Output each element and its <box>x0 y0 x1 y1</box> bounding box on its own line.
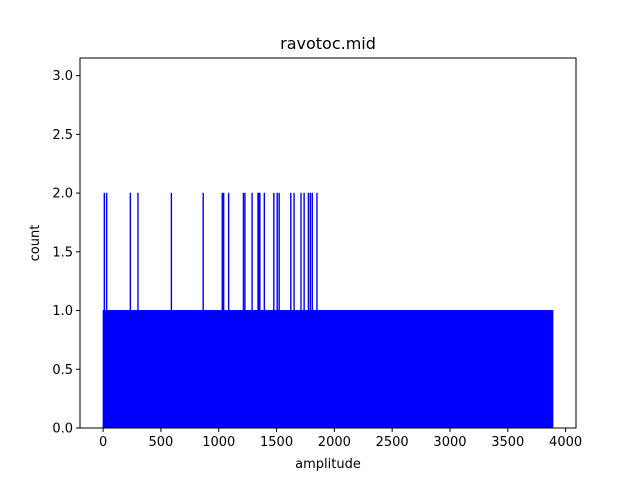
plot-frame <box>79 57 577 429</box>
histogram-bar <box>300 192 302 429</box>
y-tick-label: 1.0 <box>52 304 73 319</box>
y-tick-label: 2.5 <box>52 128 73 143</box>
histogram-bar <box>303 192 305 429</box>
histogram-bar <box>103 192 106 429</box>
histogram-bar <box>137 192 139 429</box>
x-tick-label: 1000 <box>202 435 235 450</box>
x-tick-label: 2000 <box>318 435 351 450</box>
histogram-bar <box>202 192 204 429</box>
y-tick-label: 0.0 <box>52 422 73 437</box>
histogram-bar <box>105 192 108 429</box>
histogram-bar <box>259 192 261 429</box>
y-tick-label: 3.0 <box>52 69 73 84</box>
histogram-bar <box>309 192 312 429</box>
histogram-bar <box>244 192 246 429</box>
x-tick-label: 3000 <box>433 435 466 450</box>
chart-title: ravotoc.mid <box>280 34 376 53</box>
histogram-bar <box>129 192 132 429</box>
x-tick-label: 2500 <box>376 435 409 450</box>
y-tick-label: 0.5 <box>52 363 73 378</box>
histogram-bar <box>222 192 225 429</box>
y-axis: 0.0 0.5 1.0 1.5 2.0 2.5 3.0 <box>52 69 80 437</box>
histogram-bar <box>251 192 253 429</box>
histogram-bar <box>278 192 280 429</box>
x-tick-label: 3500 <box>491 435 524 450</box>
x-tick-label: 4000 <box>549 435 582 450</box>
histogram-bar <box>263 192 266 429</box>
histogram-bar <box>242 192 245 429</box>
histogram-bar-block <box>102 310 554 429</box>
y-tick-label: 2.0 <box>52 187 73 202</box>
histogram-bar <box>307 192 310 429</box>
histogram-bar <box>276 192 278 429</box>
x-axis-label: amplitude <box>295 457 361 472</box>
x-tick-label: 500 <box>149 435 174 450</box>
y-axis-label: count <box>28 225 43 262</box>
histogram-bars <box>102 192 554 429</box>
histogram-bar <box>227 192 230 429</box>
histogram-bar <box>311 192 314 429</box>
x-tick-label: 1500 <box>260 435 293 450</box>
x-tick-label: 0 <box>99 435 107 450</box>
histogram-bar <box>170 192 173 429</box>
histogram-bar <box>293 192 295 429</box>
histogram-bar <box>257 192 259 429</box>
histogram-bar <box>290 192 292 429</box>
y-tick-label: 1.5 <box>52 245 73 260</box>
x-axis: 0 500 1000 1500 2000 2500 3000 3500 4000 <box>99 428 582 450</box>
histogram-bar <box>316 192 318 429</box>
histogram-bar <box>273 192 275 429</box>
histogram-bar <box>221 192 223 429</box>
